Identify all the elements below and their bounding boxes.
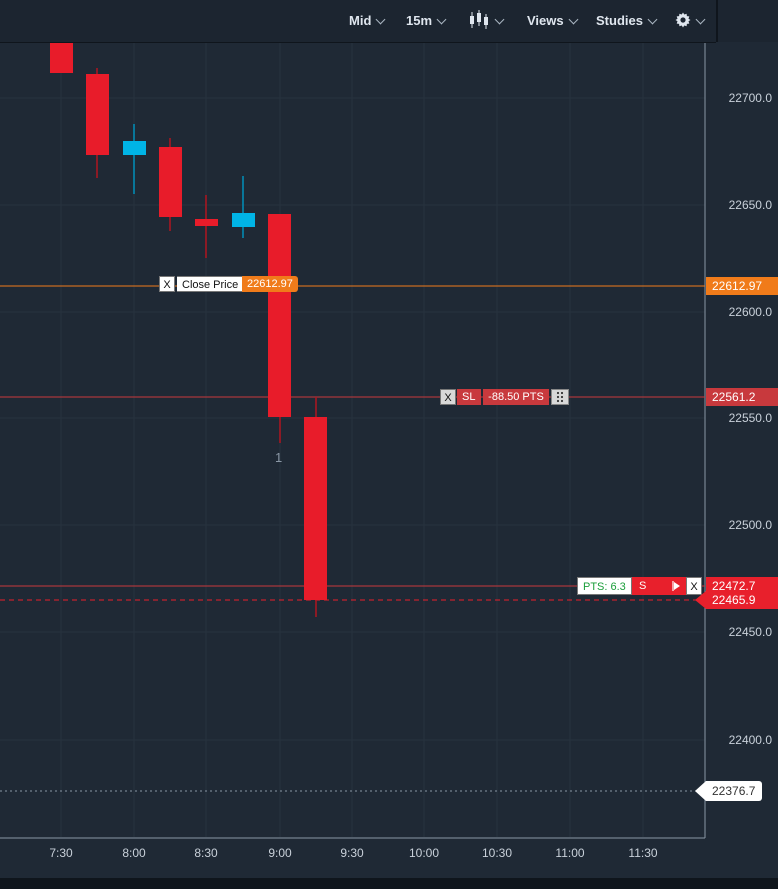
position-side: S [639, 580, 647, 592]
price-type-label: Mid [349, 12, 372, 28]
x-axis-tick: 10:30 [481, 846, 513, 860]
chevron-down-icon [494, 14, 505, 24]
stop-loss-points: -88.50 PTS [483, 389, 549, 405]
x-axis-tick: 9:30 [340, 846, 364, 860]
footer-bar [0, 878, 778, 889]
y-axis-tick: 22400.0 [728, 733, 772, 747]
chart-type-dropdown[interactable] [468, 10, 505, 30]
current-price-pointer [695, 591, 706, 609]
y-axis-tick: 22650.0 [728, 198, 772, 212]
position-axis-tag: 22472.7 [706, 577, 778, 595]
stop-loss-label: SL [457, 389, 481, 405]
candlestick-icon [470, 10, 488, 29]
y-axis-tick: 22500.0 [728, 518, 772, 532]
x-axis-tick: 10:00 [408, 846, 440, 860]
x-axis-tick: 9:00 [268, 846, 292, 860]
interval-label: 15m [406, 12, 433, 28]
views-dropdown[interactable]: Views [527, 10, 579, 30]
position-side-label[interactable]: S [632, 577, 686, 595]
crosshair-axis-tag: 22376.7 [706, 781, 762, 801]
candle [304, 417, 327, 600]
x-axis-tick: 8:00 [122, 846, 146, 860]
drag-handle-icon [556, 391, 564, 403]
y-axis-tick: 22450.0 [728, 625, 772, 639]
studies-label: Studies [596, 12, 643, 28]
gear-icon [675, 12, 691, 28]
interval-dropdown[interactable]: 15m [406, 10, 447, 30]
views-label: Views [527, 12, 564, 28]
price-type-dropdown[interactable]: Mid [349, 10, 386, 30]
toolbar-divider [0, 42, 716, 43]
stop-loss-drag-handle[interactable] [551, 389, 569, 405]
crosshair-pointer [695, 781, 706, 801]
chart-grid [0, 43, 705, 837]
chevron-down-icon [436, 14, 447, 24]
chevron-down-icon [375, 14, 386, 24]
close-price-label: Close Price [177, 276, 245, 292]
close-price-axis-tag: 22612.97 [706, 277, 778, 295]
x-axis-tick: 8:30 [194, 846, 218, 860]
chart-toolbar: Mid 15m Views Studies [0, 0, 778, 42]
chevron-down-icon [647, 14, 658, 24]
x-axis-tick: 11:00 [555, 846, 585, 860]
toolbar-separator [716, 0, 718, 42]
y-axis-tick: 22700.0 [728, 91, 772, 105]
y-axis-tick: 22550.0 [728, 411, 772, 425]
y-axis-tick: 22600.0 [728, 305, 772, 319]
position-close-button[interactable]: X [686, 577, 702, 595]
position-pts-label: PTS: 6.3 [577, 577, 632, 595]
chevron-down-icon [695, 14, 706, 24]
x-axis-tick: 11:30 [628, 846, 658, 860]
candle [232, 213, 255, 227]
x-axis-tick: 7:30 [49, 846, 73, 860]
chevron-down-icon [568, 14, 579, 24]
stop-loss-axis-tag: 22561.2 [706, 388, 778, 406]
candle [86, 74, 109, 155]
candle [268, 214, 291, 417]
current-price-axis-tag: 22465.9 [706, 591, 778, 609]
settings-dropdown[interactable] [675, 10, 706, 30]
price-chart[interactable] [0, 43, 778, 889]
close-price-remove-button[interactable]: X [159, 276, 175, 292]
stop-loss-remove-button[interactable]: X [440, 389, 456, 405]
play-icon [672, 581, 680, 591]
candle [195, 219, 218, 226]
candle [159, 147, 182, 217]
candle-marker: 1 [275, 450, 283, 465]
studies-dropdown[interactable]: Studies [596, 10, 658, 30]
candle [50, 43, 73, 73]
candle [123, 141, 146, 155]
close-price-value: 22612.97 [242, 276, 298, 292]
candles [50, 43, 327, 617]
